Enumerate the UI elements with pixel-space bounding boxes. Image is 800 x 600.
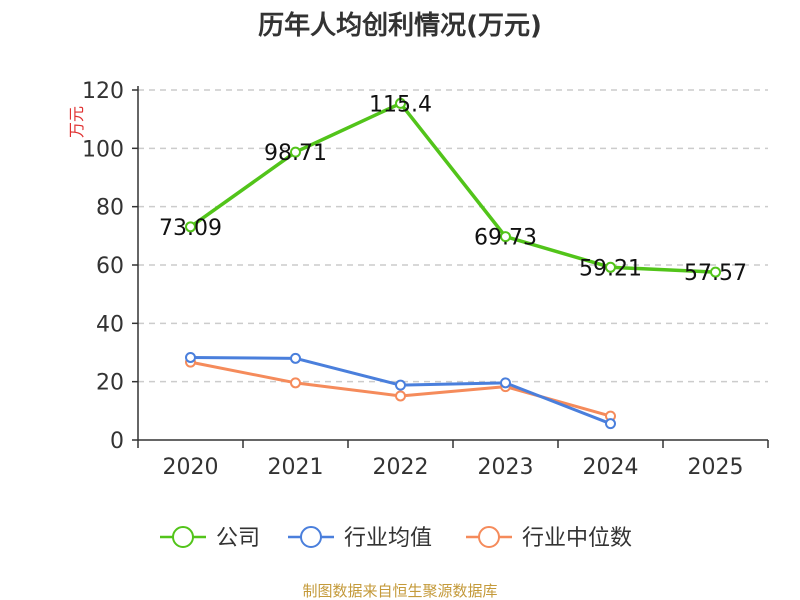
y-tick-label: 60: [96, 254, 124, 279]
x-tick-label: 2020: [163, 455, 219, 480]
series-line-1: [189, 101, 716, 274]
legend-label: 行业中位数: [522, 526, 632, 551]
legend[interactable]: 公司 行业均值 行业中位数: [160, 526, 632, 551]
data-point[interactable]: [290, 146, 301, 158]
data-label: 69.73: [474, 226, 537, 251]
data-point[interactable]: [500, 231, 511, 243]
legend-swatch-marker: [478, 526, 500, 548]
y-tick-label: 0: [110, 429, 124, 454]
series-layer: [185, 97, 721, 430]
legend-item-3[interactable]: 行业中位数: [466, 526, 632, 551]
y-tick-label: 120: [82, 79, 124, 104]
axis-layer: 0 20 40 60 80 100 120 2020 2021 2022 2023 2024 2025: [82, 79, 769, 480]
source-note: 制图数据来自恒生聚源数据库: [302, 582, 497, 600]
grid-layer: [138, 89, 768, 383]
data-point[interactable]: [290, 352, 301, 364]
x-tick-label: 2022: [373, 455, 429, 480]
data-point[interactable]: [185, 351, 196, 363]
x-tick-label: 2023: [478, 455, 534, 480]
x-tick-label: 2024: [583, 455, 639, 480]
y-tick-label: 40: [96, 312, 124, 337]
y-tick-label: 100: [82, 137, 124, 162]
data-label: 57.57: [684, 261, 747, 286]
data-label: 98.71: [264, 141, 327, 166]
y-tick-label: 20: [96, 371, 124, 396]
legend-item-1[interactable]: 公司: [160, 526, 260, 551]
data-point[interactable]: [290, 377, 301, 389]
legend-label: 行业均值: [344, 526, 432, 551]
legend-item-2[interactable]: 行业均值: [288, 526, 432, 551]
data-point[interactable]: [395, 97, 406, 109]
data-label: 59.21: [579, 256, 642, 281]
data-point[interactable]: [605, 418, 616, 430]
data-label: 115.4: [369, 92, 432, 117]
data-point[interactable]: [395, 390, 406, 402]
legend-swatch-marker: [300, 526, 322, 548]
legend-swatch-marker: [172, 526, 194, 548]
x-tick-label: 2021: [268, 455, 324, 480]
data-point[interactable]: [395, 379, 406, 391]
chart-title: 历年人均创利情况(万元): [258, 10, 542, 41]
x-tick-label: 2025: [688, 455, 744, 480]
label-layer: 73.09 98.71 115.4 69.73 59.21 57.57: [159, 92, 747, 286]
legend-label: 公司: [216, 526, 260, 551]
data-point[interactable]: [500, 377, 511, 389]
data-point[interactable]: [710, 266, 721, 278]
y-tick-label: 80: [96, 196, 124, 221]
y-axis-unit: 万元: [67, 106, 86, 138]
data-point[interactable]: [185, 221, 196, 233]
data-point[interactable]: [605, 261, 616, 273]
data-label: 73.09: [159, 216, 222, 241]
